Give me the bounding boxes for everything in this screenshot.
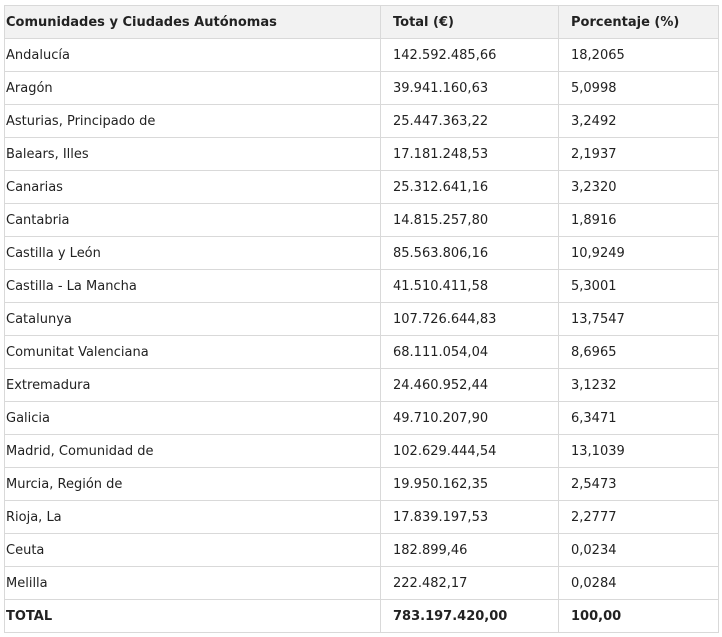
cell-comunidad: Andalucía	[4, 38, 381, 72]
table-row: Ceuta 182.899,46 0,0234	[4, 533, 719, 567]
cell-comunidad: Catalunya	[4, 302, 381, 336]
cell-comunidad: Castilla y León	[4, 236, 381, 270]
cell-total: 19.950.162,35	[380, 467, 559, 501]
header-comunidades: Comunidades y Ciudades Autónomas	[4, 5, 381, 39]
cell-total: 39.941.160,63	[380, 71, 559, 105]
cell-total: 107.726.644,83	[380, 302, 559, 336]
cell-porcentaje: 2,2777	[558, 500, 719, 534]
data-table: Comunidades y Ciudades Autónomas Total (…	[4, 5, 719, 633]
cell-total: 102.629.444,54	[380, 434, 559, 468]
cell-total: 41.510.411,58	[380, 269, 559, 303]
cell-porcentaje: 0,0284	[558, 566, 719, 600]
cell-total: 85.563.806,16	[380, 236, 559, 270]
cell-comunidad: Cantabria	[4, 203, 381, 237]
cell-total: 17.839.197,53	[380, 500, 559, 534]
table-row: Castilla y León 85.563.806,16 10,9249	[4, 236, 719, 270]
cell-porcentaje: 13,1039	[558, 434, 719, 468]
cell-total: 17.181.248,53	[380, 137, 559, 171]
cell-porcentaje: 8,6965	[558, 335, 719, 369]
total-row: TOTAL 783.197.420,00 100,00	[4, 599, 719, 633]
table-row: Aragón 39.941.160,63 5,0998	[4, 71, 719, 105]
cell-total: 49.710.207,90	[380, 401, 559, 435]
cell-total: 25.447.363,22	[380, 104, 559, 138]
cell-total: 142.592.485,66	[380, 38, 559, 72]
table-row: Melilla 222.482,17 0,0284	[4, 566, 719, 600]
table-row: Murcia, Región de 19.950.162,35 2,5473	[4, 467, 719, 501]
header-porcentaje: Porcentaje (%)	[558, 5, 719, 39]
cell-total: 25.312.641,16	[380, 170, 559, 204]
cell-comunidad: Balears, Illes	[4, 137, 381, 171]
table-row: Canarias 25.312.641,16 3,2320	[4, 170, 719, 204]
cell-comunidad: Ceuta	[4, 533, 381, 567]
cell-comunidad: Murcia, Región de	[4, 467, 381, 501]
cell-comunidad: Extremadura	[4, 368, 381, 402]
cell-porcentaje: 2,1937	[558, 137, 719, 171]
total-amount: 783.197.420,00	[380, 599, 559, 633]
table-row: Extremadura 24.460.952,44 3,1232	[4, 368, 719, 402]
cell-total: 182.899,46	[380, 533, 559, 567]
cell-comunidad: Aragón	[4, 71, 381, 105]
cell-comunidad: Canarias	[4, 170, 381, 204]
table-row: Madrid, Comunidad de 102.629.444,54 13,1…	[4, 434, 719, 468]
table-header: Comunidades y Ciudades Autónomas Total (…	[4, 5, 719, 39]
table-row: Asturias, Principado de 25.447.363,22 3,…	[4, 104, 719, 138]
table-row: Cantabria 14.815.257,80 1,8916	[4, 203, 719, 237]
cell-comunidad: Galicia	[4, 401, 381, 435]
cell-comunidad: Madrid, Comunidad de	[4, 434, 381, 468]
cell-comunidad: Castilla - La Mancha	[4, 269, 381, 303]
table-row: Castilla - La Mancha 41.510.411,58 5,300…	[4, 269, 719, 303]
total-label: TOTAL	[4, 599, 381, 633]
table-row: Andalucía 142.592.485,66 18,2065	[4, 38, 719, 72]
cell-total: 222.482,17	[380, 566, 559, 600]
cell-porcentaje: 6,3471	[558, 401, 719, 435]
table-row: Rioja, La 17.839.197,53 2,2777	[4, 500, 719, 534]
cell-porcentaje: 1,8916	[558, 203, 719, 237]
cell-comunidad: Melilla	[4, 566, 381, 600]
cell-comunidad: Comunitat Valenciana	[4, 335, 381, 369]
cell-porcentaje: 3,1232	[558, 368, 719, 402]
cell-porcentaje: 13,7547	[558, 302, 719, 336]
cell-comunidad: Asturias, Principado de	[4, 104, 381, 138]
cell-total: 68.111.054,04	[380, 335, 559, 369]
cell-comunidad: Rioja, La	[4, 500, 381, 534]
cell-porcentaje: 18,2065	[558, 38, 719, 72]
table-row: Catalunya 107.726.644,83 13,7547	[4, 302, 719, 336]
header-row: Comunidades y Ciudades Autónomas Total (…	[4, 5, 719, 39]
cell-porcentaje: 2,5473	[558, 467, 719, 501]
header-total: Total (€)	[380, 5, 559, 39]
cell-total: 14.815.257,80	[380, 203, 559, 237]
cell-porcentaje: 3,2492	[558, 104, 719, 138]
cell-total: 24.460.952,44	[380, 368, 559, 402]
cell-porcentaje: 0,0234	[558, 533, 719, 567]
total-percentage: 100,00	[558, 599, 719, 633]
table-row: Balears, Illes 17.181.248,53 2,1937	[4, 137, 719, 171]
cell-porcentaje: 5,3001	[558, 269, 719, 303]
cell-porcentaje: 3,2320	[558, 170, 719, 204]
table-row: Comunitat Valenciana 68.111.054,04 8,696…	[4, 335, 719, 369]
table-body: Andalucía 142.592.485,66 18,2065 Aragón …	[4, 38, 719, 633]
cell-porcentaje: 10,9249	[558, 236, 719, 270]
table-row: Galicia 49.710.207,90 6,3471	[4, 401, 719, 435]
cell-porcentaje: 5,0998	[558, 71, 719, 105]
